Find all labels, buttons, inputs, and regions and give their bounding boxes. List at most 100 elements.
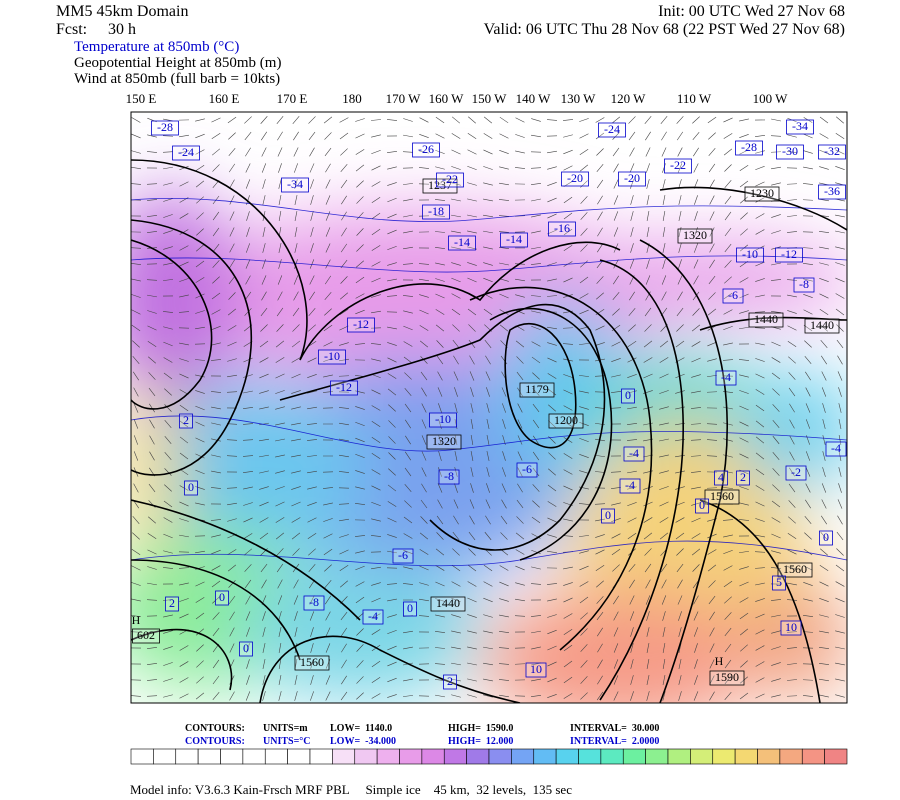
height-label: 602: [137, 628, 155, 642]
label-box: [516, 462, 538, 478]
height-label: 1230: [750, 186, 774, 200]
temperature-label: -34: [287, 177, 303, 191]
colorbar-cell: [242, 748, 266, 765]
temperature-label: -30: [782, 144, 798, 158]
label-box: [172, 145, 200, 161]
temperature-label: -10: [435, 412, 451, 426]
longitude-label: 100 W: [753, 91, 789, 106]
temperature-label: -4: [368, 609, 378, 623]
temperature-label: 0: [605, 508, 611, 522]
temperature-label: 0: [188, 480, 194, 494]
temperature-label: -32: [824, 144, 840, 158]
temperature-label: -28: [741, 140, 757, 154]
colorbar-cell: [712, 748, 736, 765]
label-box: [744, 186, 780, 202]
forecast-hours: 30 h: [108, 21, 136, 38]
temperature-label: -8: [444, 469, 454, 483]
label-box: [438, 469, 460, 485]
label-box: [548, 221, 576, 237]
label-box: [772, 575, 786, 591]
colorbar-cell: [175, 748, 199, 765]
label-box: [780, 620, 802, 636]
colorbar-cell: [287, 748, 311, 765]
label-box: [179, 413, 193, 429]
label-box: [825, 441, 847, 457]
longitude-label: 150 W: [472, 91, 508, 106]
temperature-label: 5: [776, 575, 782, 589]
colorbar-cell: [309, 748, 333, 765]
label-box: [347, 317, 375, 333]
colorbar-cell: [757, 748, 781, 765]
label-box: [239, 641, 253, 657]
label-box: [736, 247, 764, 263]
longitude-label: 120 W: [611, 91, 647, 106]
label-box: [429, 412, 457, 428]
height-label: 1440: [754, 312, 778, 326]
label-box: [598, 122, 626, 138]
temperature-label: 2: [169, 596, 175, 610]
valid-time: Valid: 06 UTC Thu 28 Nov 68 (22 PST Wed …: [484, 21, 845, 38]
label-box: [722, 288, 744, 304]
temperature-label: 0: [407, 601, 413, 615]
height-label: 1560: [300, 655, 324, 669]
temperature-label: -6: [728, 288, 738, 302]
label-box: [623, 446, 645, 462]
contour-info: CONTOURS:: [185, 736, 245, 747]
label-box: [519, 382, 555, 398]
colorbar-cell: [555, 748, 579, 765]
label-box: [775, 247, 803, 263]
colorbar-cell: [600, 748, 624, 765]
label-box: [785, 465, 807, 481]
field-height: Geopotential Height at 850mb (m): [74, 55, 281, 71]
temperature-label: 0: [625, 388, 631, 402]
temperature-label: -28: [157, 120, 173, 134]
label-box: [318, 349, 346, 365]
label-box: [281, 177, 309, 193]
label-box: [422, 178, 458, 194]
temperature-label: -4: [831, 441, 841, 455]
temperature-label: -20: [624, 171, 640, 185]
label-box: [695, 498, 709, 514]
init-time: Init: 00 UTC Wed 27 Nov 68: [658, 3, 845, 20]
title: MM5 45km Domain: [56, 3, 188, 20]
temperature-label: -24: [178, 145, 194, 159]
label-box: [677, 228, 713, 244]
colorbar-cell: [734, 748, 758, 765]
contour-info: UNITS=°C: [263, 736, 311, 747]
longitude-label: 180: [342, 91, 362, 106]
label-box: [362, 609, 384, 625]
height-label: H: [132, 613, 141, 627]
height-label: 1560: [710, 489, 734, 503]
colorbar-cell: [578, 748, 602, 765]
label-box: [443, 674, 457, 690]
label-box: [714, 470, 728, 486]
temperature-label: 2: [183, 413, 189, 427]
forecast-label: Fcst:: [56, 21, 87, 38]
colorbar-cell: [421, 748, 445, 765]
longitude-label: 110 W: [677, 91, 712, 106]
temperature-label: -14: [454, 235, 470, 249]
colorbar-cell: [130, 748, 154, 765]
label-box: [618, 171, 646, 187]
temperature-label: -4: [625, 478, 635, 492]
longitude-label: 170 E: [277, 91, 308, 106]
height-label: 1237: [428, 178, 452, 192]
contour-info: LOW= 1140.0: [330, 723, 392, 734]
label-box: [786, 119, 814, 135]
label-box: [403, 601, 417, 617]
colorbar-cell: [153, 748, 177, 765]
temperature-label: -26: [418, 142, 434, 156]
colorbar-cell: [511, 748, 535, 765]
colorbar-cell: [667, 748, 691, 765]
colorbar-cell: [264, 748, 288, 765]
colorbar-cell: [533, 748, 557, 765]
height-label: 1440: [436, 596, 460, 610]
contour-info: HIGH= 12.000: [448, 736, 513, 747]
temperature-label: -12: [336, 380, 352, 394]
temperature-label: -10: [742, 247, 758, 261]
label-box: [736, 470, 750, 486]
colorbar-cell: [622, 748, 646, 765]
colorbar-cell: [332, 748, 356, 765]
label-box: [621, 388, 635, 404]
label-box: [818, 144, 846, 160]
